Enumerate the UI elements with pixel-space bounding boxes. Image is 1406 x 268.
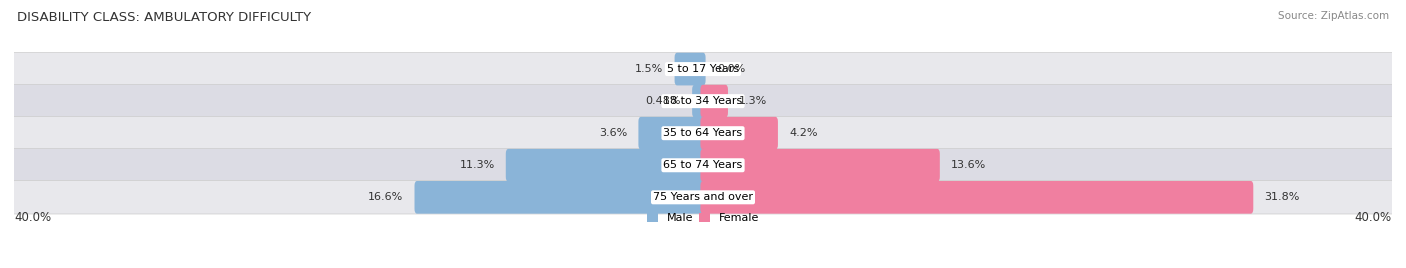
FancyBboxPatch shape [415,181,706,214]
Text: 65 to 74 Years: 65 to 74 Years [664,160,742,170]
Text: 0.0%: 0.0% [717,64,745,74]
Text: 18 to 34 Years: 18 to 34 Years [664,96,742,106]
Text: 35 to 64 Years: 35 to 64 Years [664,128,742,138]
FancyBboxPatch shape [700,117,778,150]
Text: 4.2%: 4.2% [789,128,818,138]
FancyBboxPatch shape [638,117,706,150]
FancyBboxPatch shape [14,117,1392,150]
Text: Source: ZipAtlas.com: Source: ZipAtlas.com [1278,11,1389,21]
Text: DISABILITY CLASS: AMBULATORY DIFFICULTY: DISABILITY CLASS: AMBULATORY DIFFICULTY [17,11,311,24]
FancyBboxPatch shape [14,53,1392,86]
FancyBboxPatch shape [700,181,1253,214]
Text: 11.3%: 11.3% [460,160,495,170]
Text: 1.3%: 1.3% [740,96,768,106]
Text: 3.6%: 3.6% [599,128,627,138]
FancyBboxPatch shape [692,85,706,117]
Text: 40.0%: 40.0% [14,211,51,224]
FancyBboxPatch shape [700,149,939,182]
Text: 13.6%: 13.6% [950,160,986,170]
FancyBboxPatch shape [14,181,1392,214]
Legend: Male, Female: Male, Female [643,209,763,228]
Text: 1.5%: 1.5% [636,64,664,74]
FancyBboxPatch shape [14,84,1392,118]
FancyBboxPatch shape [506,149,706,182]
Text: 0.48%: 0.48% [645,96,681,106]
Text: 75 Years and over: 75 Years and over [652,192,754,202]
FancyBboxPatch shape [14,148,1392,182]
Text: 16.6%: 16.6% [368,192,404,202]
FancyBboxPatch shape [675,53,706,85]
Text: 5 to 17 Years: 5 to 17 Years [666,64,740,74]
Text: 40.0%: 40.0% [1355,211,1392,224]
Text: 31.8%: 31.8% [1264,192,1301,202]
FancyBboxPatch shape [700,85,728,117]
